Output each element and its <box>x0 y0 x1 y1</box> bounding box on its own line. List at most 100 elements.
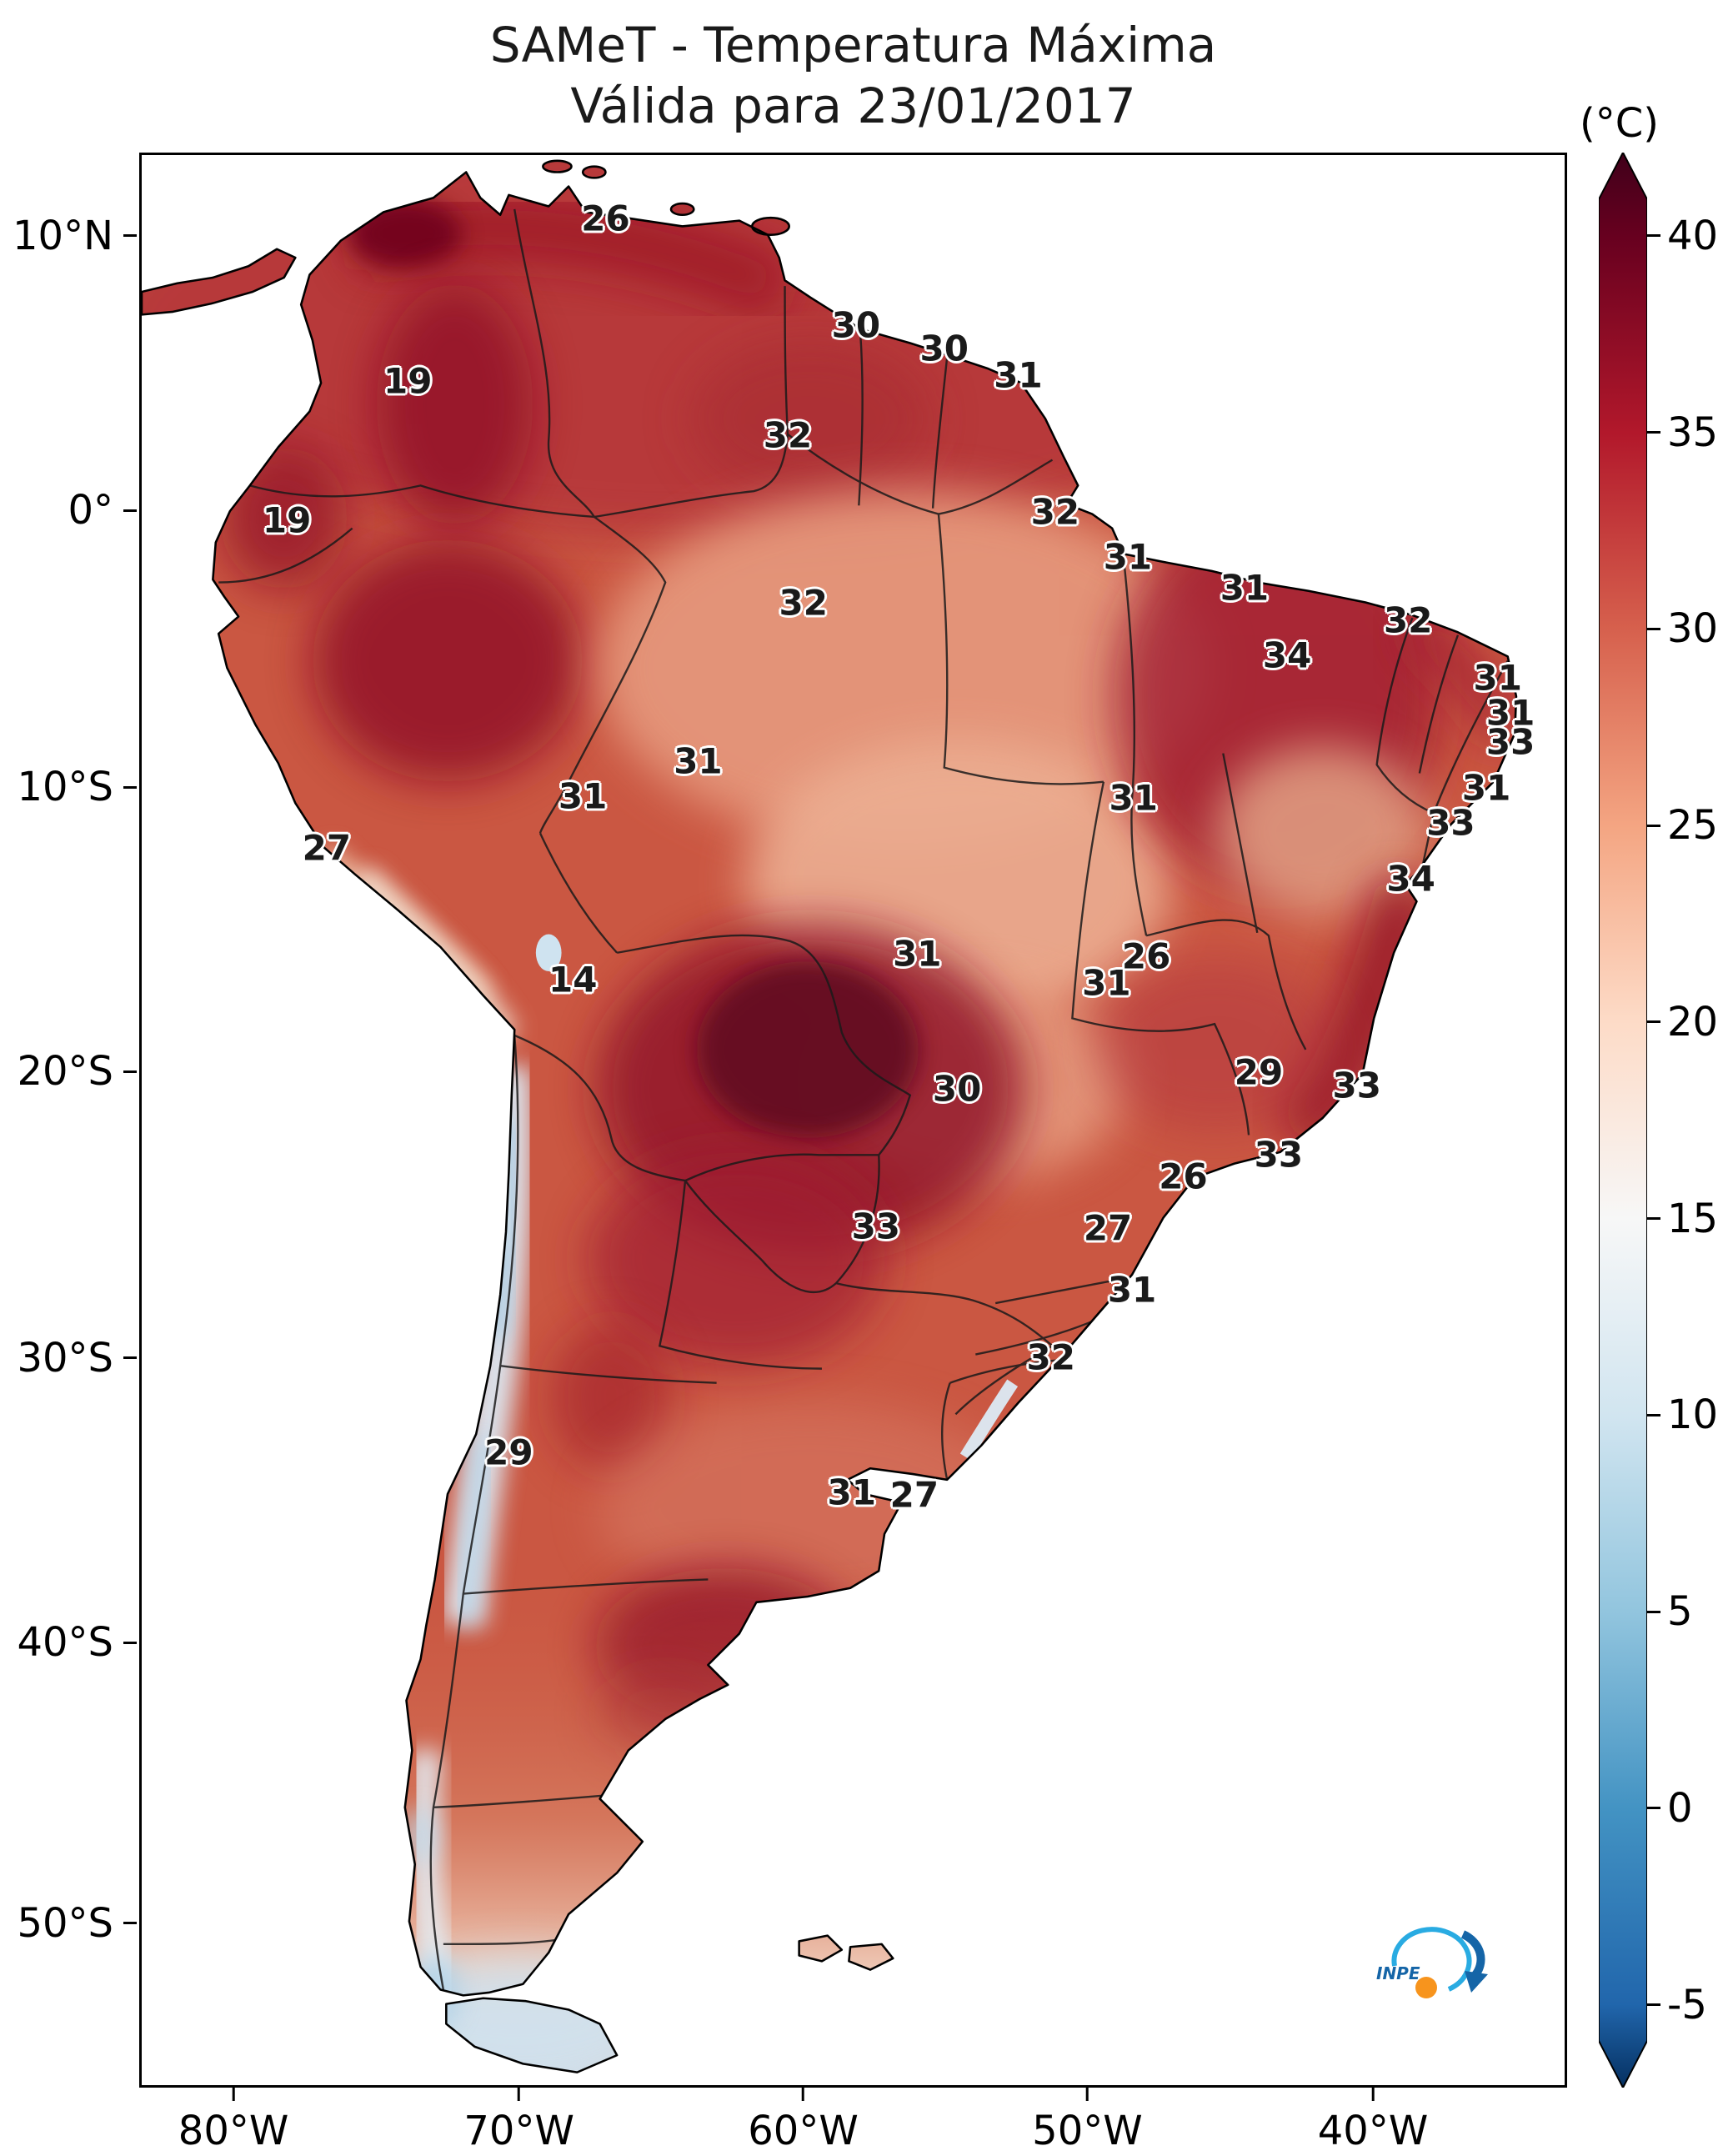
inpe-logo: INPE <box>1370 1915 1495 2008</box>
station-temperature-label: 33 <box>1332 1065 1381 1106</box>
station-temperature-label: 27 <box>889 1474 939 1516</box>
station-temperature-label: 29 <box>484 1431 533 1473</box>
x-axis-tick-label: 60°W <box>748 2108 859 2154</box>
station-temperature-label: 31 <box>674 740 723 782</box>
station-temperature-label: 31 <box>893 933 942 975</box>
station-temperature-label: 31 <box>1485 692 1535 734</box>
x-axis-tick: 80°W <box>178 2088 288 2154</box>
tick-mark <box>1647 1020 1660 1024</box>
inpe-logo-orange-dot <box>1415 1977 1438 1999</box>
y-axis-tick-label: 10°S <box>17 764 113 811</box>
tick-mark <box>1647 627 1660 630</box>
colorbar-gradient-bar <box>1598 150 1648 2090</box>
colorbar-tick-label: 10 <box>1667 1391 1719 1439</box>
tick-mark <box>1647 824 1660 827</box>
inpe-logo-swirl <box>1391 1927 1472 1993</box>
tick-mark <box>123 234 137 238</box>
title-line2: Válida para 23/01/2017 <box>570 77 1136 134</box>
y-axis-tick: 10°N <box>13 213 137 259</box>
station-temperature-label: 26 <box>1121 935 1171 977</box>
colorbar-tick-label: 15 <box>1667 1195 1719 1242</box>
south-america-temperature-map <box>142 159 1518 2073</box>
station-temperature-label: 32 <box>1030 491 1080 533</box>
colorbar-tick-label: 40 <box>1667 212 1719 259</box>
x-axis-tick: 70°W <box>463 2088 574 2154</box>
station-temperature-label: 29 <box>1234 1051 1284 1093</box>
station-temperature-label: 33 <box>1485 721 1535 763</box>
station-temperature-label: 31 <box>1473 657 1522 699</box>
inpe-logo-arrow <box>1460 1930 1485 1979</box>
x-axis: 80°W 70°W 60°W 50°W 40°W <box>139 2088 1567 2156</box>
colorbar-axis: 40 35 30 25 20 15 10 <box>1647 153 1723 2088</box>
colorbar-tick: 20 <box>1647 999 1718 1045</box>
x-axis-tick-label: 70°W <box>463 2108 574 2154</box>
y-axis-tick-label: 10°N <box>13 212 113 259</box>
chart-title: SAMeT - Temperatura Máxima Válida para 2… <box>139 15 1567 136</box>
station-temperature-label: 32 <box>1383 599 1433 641</box>
y-axis-tick: 0° <box>68 487 137 534</box>
y-axis-tick-label: 30°S <box>17 1334 113 1381</box>
colorbar-tick-label: 25 <box>1667 802 1719 849</box>
colorbar-tick: 35 <box>1647 409 1718 456</box>
station-temperature-label: 19 <box>383 360 433 402</box>
x-axis-tick-label: 40°W <box>1317 2108 1429 2154</box>
station-temperature-label: 31 <box>994 354 1043 396</box>
x-axis-tick: 40°W <box>1317 2088 1429 2154</box>
station-temperature-label: 30 <box>932 1068 982 1110</box>
title-line1: SAMeT - Temperatura Máxima <box>489 17 1217 73</box>
tick-mark <box>1647 2003 1660 2007</box>
caribbean-island <box>542 159 573 173</box>
station-temperature-label: 32 <box>779 582 828 624</box>
y-axis-tick: 40°S <box>17 1619 137 1666</box>
station-temperature-label: 30 <box>831 304 881 346</box>
tierra-del-fuego <box>445 1997 619 2073</box>
tick-mark <box>518 2088 521 2101</box>
station-temperature-labels: 26 30 30 31 19 32 19 32 31 32 31 32 34 3… <box>142 155 1565 2085</box>
colorbar-tick: 25 <box>1647 802 1718 849</box>
station-temperature-label: 19 <box>262 499 312 541</box>
colorbar-tick: 0 <box>1647 1785 1693 1832</box>
station-temperature-label: 32 <box>1026 1336 1075 1378</box>
colorbar-tick: 10 <box>1647 1391 1718 1438</box>
x-axis-tick: 50°W <box>1032 2088 1143 2154</box>
tick-mark <box>123 785 137 789</box>
station-temperature-label: 31 <box>827 1472 877 1513</box>
station-temperature-label: 31 <box>1461 767 1511 809</box>
tick-mark <box>1647 1807 1660 1810</box>
y-axis-tick-label: 20°S <box>17 1048 113 1096</box>
panama-isthmus <box>142 248 297 316</box>
lake-titicaca <box>535 934 562 971</box>
lagoa-dos-patos <box>959 1379 1019 1461</box>
station-temperature-label: 14 <box>548 959 598 1000</box>
y-axis-tick-label: 0° <box>68 487 113 534</box>
tick-mark <box>123 1356 137 1360</box>
tick-mark <box>1647 1413 1660 1416</box>
station-temperature-label: 31 <box>1103 536 1153 578</box>
station-temperature-label: 33 <box>1426 802 1475 844</box>
station-temperature-label: 26 <box>1159 1156 1208 1197</box>
tick-mark <box>1647 1217 1660 1221</box>
tick-mark <box>123 1070 137 1073</box>
station-temperature-label: 33 <box>851 1206 901 1247</box>
station-temperature-label: 33 <box>1254 1134 1304 1176</box>
tick-mark <box>123 509 137 512</box>
y-axis-tick: 30°S <box>17 1335 137 1381</box>
colorbar-tick: -5 <box>1647 1982 1707 2028</box>
y-axis-tick-label: 50°S <box>17 1899 113 1947</box>
station-temperature-label: 30 <box>919 328 969 369</box>
y-axis-tick-label: 40°S <box>17 1619 113 1667</box>
tick-mark <box>123 1922 137 1925</box>
colorbar-tick: 15 <box>1647 1196 1718 1242</box>
tick-mark <box>1085 2088 1089 2101</box>
colorbar-tick: 40 <box>1647 213 1718 259</box>
station-temperature-label: 31 <box>1107 1269 1157 1311</box>
inpe-logo-text: INPE <box>1376 1963 1420 1983</box>
colorbar-tick-label: 35 <box>1667 409 1719 456</box>
y-axis-tick: 10°S <box>17 764 137 810</box>
station-temperature-label: 32 <box>763 414 813 456</box>
colorbar-tick-label: 0 <box>1667 1784 1693 1832</box>
coastline <box>142 159 1518 2073</box>
falkland-islands <box>798 1934 844 1963</box>
station-temperature-label: 34 <box>1262 634 1312 676</box>
tick-mark <box>1647 234 1660 238</box>
